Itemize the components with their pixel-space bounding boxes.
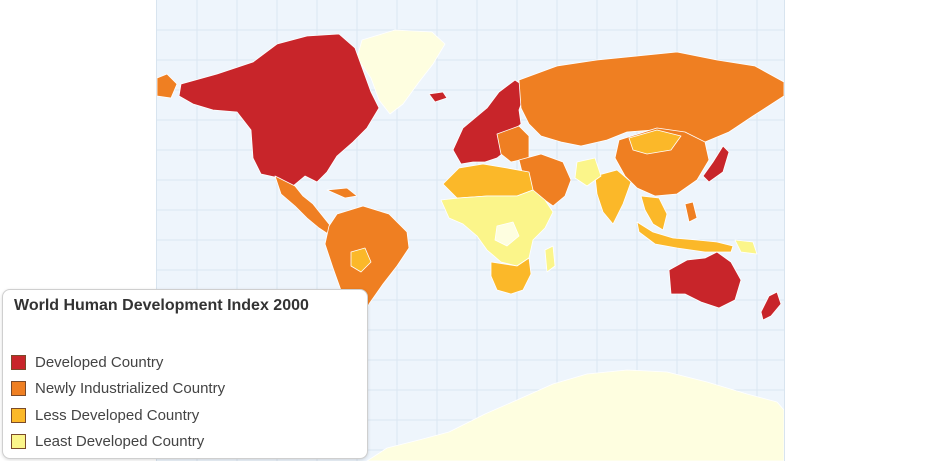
region-australia[interactable]: [668, 251, 742, 309]
region-north-africa[interactable]: [442, 163, 534, 199]
region-india[interactable]: [594, 169, 632, 225]
legend-swatch: [11, 407, 26, 423]
legend-item-less-developed[interactable]: Less Developed Country: [11, 402, 225, 429]
region-russia[interactable]: [518, 51, 784, 147]
legend-item-least-developed[interactable]: Least Developed Country: [11, 429, 225, 456]
legend-label: Least Developed Country: [35, 433, 205, 451]
legend-swatch: [11, 354, 26, 370]
region-new-zealand[interactable]: [760, 291, 782, 321]
legend-items: Developed Country Newly Industrialized C…: [11, 349, 225, 455]
map-canvas[interactable]: [157, 0, 784, 461]
legend-label: Less Developed Country: [35, 406, 200, 424]
region-indonesia[interactable]: [636, 221, 734, 253]
legend-swatch: [11, 434, 26, 450]
region-greenland[interactable]: [356, 29, 446, 115]
legend: World Human Development Index 2000 Devel…: [2, 289, 368, 459]
legend-item-newly-industrialized[interactable]: Newly Industrialized Country: [11, 376, 225, 403]
region-philippines[interactable]: [684, 201, 698, 223]
region-caribbean[interactable]: [326, 187, 358, 199]
legend-label: Newly Industrialized Country: [35, 380, 226, 398]
region-western-europe[interactable]: [452, 79, 528, 165]
legend-item-developed[interactable]: Developed Country: [11, 349, 225, 376]
region-southern-africa[interactable]: [490, 257, 532, 295]
region-north-america[interactable]: [178, 33, 380, 187]
region-pakistan[interactable]: [574, 157, 602, 187]
region-central-america[interactable]: [274, 175, 338, 237]
legend-title: World Human Development Index 2000: [14, 297, 309, 314]
region-iceland[interactable]: [428, 91, 448, 103]
region-bolivia[interactable]: [350, 247, 372, 273]
region-papua-new-guinea[interactable]: [734, 239, 758, 255]
legend-swatch: [11, 381, 26, 397]
region-madagascar[interactable]: [544, 245, 556, 273]
region-antarctica[interactable]: [366, 369, 784, 461]
legend-label: Developed Country: [35, 353, 164, 371]
region-central-africa-no-data[interactable]: [494, 221, 520, 247]
region-southeast-asia[interactable]: [640, 195, 668, 231]
region-alaska-west[interactable]: [157, 73, 178, 99]
region-mongolia[interactable]: [628, 129, 682, 155]
region-japan[interactable]: [702, 145, 730, 183]
